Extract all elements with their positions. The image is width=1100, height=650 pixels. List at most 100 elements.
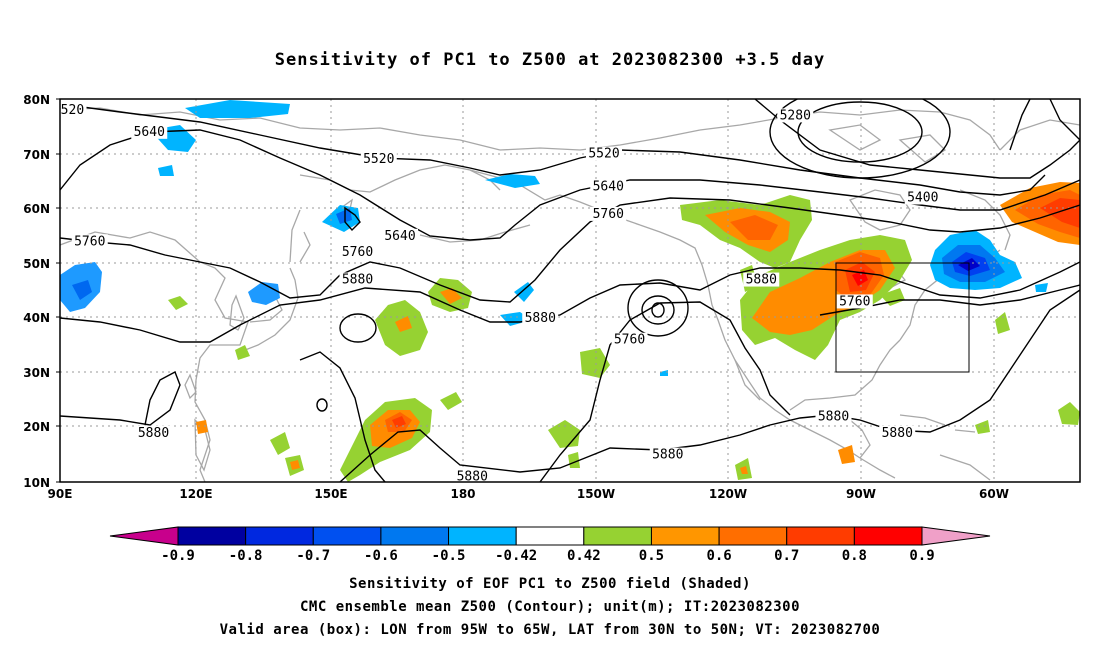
graticule — [60, 99, 1080, 482]
colorbar-label: 0.9 — [909, 548, 934, 564]
colorbar-label: -0.9 — [161, 548, 195, 564]
colorbar-swatch — [718, 526, 788, 546]
contour-label: 5760 — [342, 245, 373, 260]
lon-tick-label: 120W — [709, 487, 747, 501]
colorbar-swatch — [177, 526, 247, 546]
colorbar-swatch — [380, 526, 450, 546]
colorbar-swatch — [312, 526, 382, 546]
contour-label-bg — [815, 409, 852, 424]
colorbar-swatch — [515, 526, 585, 546]
lon-tick-label: 120E — [179, 487, 212, 501]
contour-label-bg — [904, 190, 941, 205]
caption-line-3: Valid area (box): LON from 95W to 65W, L… — [219, 622, 881, 638]
caption-line-2: CMC ensemble mean Z500 (Contour); unit(m… — [299, 599, 800, 615]
colorbar-low-triangle — [109, 526, 179, 546]
lon-tick-label: 60W — [979, 487, 1009, 501]
contour-label: 5880 — [457, 470, 488, 485]
colorbar-label: 0.8 — [842, 548, 867, 564]
contour-label-layer: 5520 5640 5520 5520 5280 5640 5760 5400 5760 5640… — [53, 102, 941, 485]
caption-line-1: Sensitivity of EOF PC1 to Z500 field (Sh… — [349, 576, 751, 592]
map-plot-area: 5520 5640 5520 5520 5280 5640 5760 5400 5760 5640… — [53, 99, 1080, 485]
contour-label: 5760 — [839, 294, 870, 309]
contour-label: 5640 — [384, 229, 415, 244]
colorbar-swatch — [786, 526, 855, 546]
colorbar-high-triangle — [921, 526, 991, 546]
contour-label: 5520 — [363, 152, 394, 167]
contour-label-bg — [777, 108, 814, 123]
contour-5520 — [60, 103, 1046, 196]
lat-tick-label: 10N — [23, 476, 50, 490]
colorbar-swatch — [245, 526, 314, 546]
contour-label-bg — [339, 272, 376, 287]
colorbar-swatch — [583, 526, 652, 546]
contour-label: 5880 — [138, 426, 169, 441]
contour-label-bg — [60, 102, 87, 117]
contour-label-bg — [135, 425, 172, 440]
contour-label: 5280 — [780, 108, 811, 123]
colorbar-label: 0.5 — [639, 548, 664, 564]
contour-label: 5640 — [593, 180, 624, 195]
lat-tick-label: 20N — [23, 420, 50, 434]
lat-tick-label: 40N — [23, 311, 50, 325]
colorbar-label: 0.7 — [774, 548, 799, 564]
colorbar-swatch — [448, 526, 517, 546]
colorbar-label: -0.6 — [364, 548, 398, 564]
contour-label-bg — [586, 146, 622, 161]
lat-tick-label: 80N — [23, 93, 50, 107]
lon-tick-label: 180 — [450, 487, 475, 501]
lon-tick-label: 90W — [846, 487, 876, 501]
contour-label: 5520 — [588, 147, 619, 162]
contour-label: 5760 — [614, 333, 645, 348]
lat-tick-label: 50N — [23, 257, 50, 271]
z500-contours — [60, 99, 1080, 482]
tick-marks — [56, 98, 60, 483]
contour-label-bg — [649, 447, 686, 462]
lat-tick-label: 30N — [23, 366, 50, 380]
contour-label-bg — [590, 179, 627, 194]
colorbar-label: -0.7 — [296, 548, 330, 564]
contour-label-bg — [611, 332, 648, 347]
contour-label-bg — [131, 124, 168, 139]
valid-area-box — [835, 262, 970, 373]
contour-5880 — [60, 261, 1080, 343]
contour-label-bg — [522, 310, 559, 325]
contour-label-bg — [71, 234, 108, 249]
contour-label-bg — [382, 228, 418, 243]
map-frame — [59, 98, 1081, 483]
lon-axis: 90E 120E 150E 180 150W 120W 90W 60W — [48, 487, 1009, 501]
contour-label-bg — [454, 469, 491, 482]
contour-label: 5760 — [74, 234, 105, 249]
contour-label: 5880 — [818, 409, 849, 424]
contour-label: 5880 — [342, 273, 373, 288]
contour-label: 5880 — [525, 311, 556, 326]
contour-label: 5520 — [53, 103, 84, 118]
contour-label-bg — [836, 294, 873, 309]
contour-label: 5880 — [882, 426, 913, 441]
colorbar-swatch — [650, 526, 720, 546]
contour-label-bg — [590, 206, 627, 221]
contour-label: 5880 — [746, 273, 777, 288]
colorbar: -0.9 -0.8 -0.7 -0.6 -0.5 -0.42 0.42 0.5 0.6 0.7 0.… — [109, 526, 991, 564]
colorbar-label: 0.42 — [567, 548, 601, 564]
contour-label: 5760 — [593, 207, 624, 222]
contour-label: 5880 — [652, 448, 683, 463]
sensitivity-shading — [60, 100, 1080, 482]
lon-tick-label: 90E — [48, 487, 73, 501]
lat-axis: 80N 70N 60N 50N 40N 30N 20N 10N — [23, 93, 50, 490]
contour-label: 5640 — [134, 125, 165, 140]
contour-label-bg — [879, 425, 916, 440]
colorbar-label: -0.42 — [495, 548, 537, 564]
lat-tick-label: 70N — [23, 148, 50, 162]
map-title: Sensitivity of PC1 to Z500 at 2023082300… — [274, 50, 826, 70]
contour-label: 5400 — [907, 190, 938, 205]
map-frame-bg — [60, 99, 1080, 482]
contour-label-bg — [360, 152, 397, 167]
lon-tick-label: 150W — [577, 487, 615, 501]
contour-label-bg — [743, 272, 780, 287]
colorbar-label: -0.8 — [229, 548, 263, 564]
contour-5760 — [60, 197, 1080, 303]
lat-tick-label: 60N — [23, 202, 50, 216]
colorbar-label: -0.5 — [432, 548, 466, 564]
colorbar-swatch — [853, 526, 923, 546]
